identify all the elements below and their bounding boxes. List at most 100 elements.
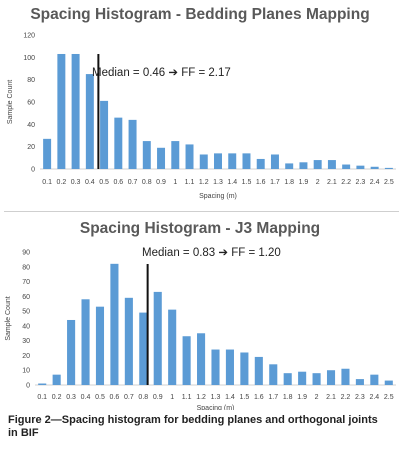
x-tick-label: 2.4 bbox=[370, 179, 380, 186]
x-tick-label: 1.4 bbox=[227, 179, 237, 186]
x-tick-label: 1.5 bbox=[242, 179, 252, 186]
figure-caption: Figure 2—Spacing histogram for bedding p… bbox=[8, 414, 378, 439]
y-tick-label: 90 bbox=[22, 250, 30, 257]
x-tick-label: 2.1 bbox=[326, 394, 336, 401]
bar bbox=[299, 162, 308, 169]
x-tick-label: 1.3 bbox=[211, 394, 221, 401]
x-tick-label: 2.2 bbox=[341, 394, 351, 401]
x-tick-label: 1.7 bbox=[268, 394, 278, 401]
bar bbox=[157, 147, 166, 169]
bar bbox=[81, 299, 90, 385]
x-tick-label: 1.2 bbox=[199, 179, 209, 186]
y-tick-label: 40 bbox=[27, 122, 35, 129]
x-tick-label: 0.2 bbox=[52, 394, 62, 401]
x-tick-label: 0.3 bbox=[71, 179, 81, 186]
y-tick-label: 20 bbox=[22, 353, 30, 360]
y-tick-label: 10 bbox=[22, 368, 30, 375]
y-tick-label: 120 bbox=[23, 33, 35, 40]
x-tick-label: 0.5 bbox=[95, 394, 105, 401]
chart-divider bbox=[4, 211, 399, 212]
bar bbox=[225, 349, 234, 385]
x-tick-label: 2 bbox=[315, 394, 319, 401]
median-annotation: Median = 0.83 ➔ FF = 1.20 bbox=[142, 247, 281, 259]
bar bbox=[110, 263, 119, 385]
y-axis-label: Sample Count bbox=[5, 296, 12, 340]
x-axis-label: Spacing (m) bbox=[197, 405, 235, 410]
chart-title: Spacing Histogram - Bedding Planes Mappi… bbox=[30, 6, 369, 23]
y-tick-label: 20 bbox=[27, 144, 35, 151]
x-tick-label: 2.2 bbox=[341, 179, 351, 186]
y-tick-label: 60 bbox=[27, 100, 35, 107]
bar bbox=[153, 291, 162, 385]
x-tick-label: 1.4 bbox=[225, 394, 235, 401]
bar bbox=[168, 309, 177, 385]
bar bbox=[67, 319, 76, 385]
x-tick-label: 1.2 bbox=[196, 394, 206, 401]
x-tick-label: 1 bbox=[170, 394, 174, 401]
bar bbox=[312, 373, 321, 385]
x-tick-label: 1.1 bbox=[185, 179, 195, 186]
x-tick-label: 0.6 bbox=[110, 394, 120, 401]
bar bbox=[240, 352, 249, 385]
x-tick-label: 2 bbox=[316, 179, 320, 186]
x-tick-label: 1.8 bbox=[283, 394, 293, 401]
x-tick-label: 1.9 bbox=[299, 179, 309, 186]
x-tick-label: 0.4 bbox=[81, 394, 91, 401]
x-tick-label: 1.6 bbox=[254, 394, 264, 401]
y-tick-label: 40 bbox=[22, 323, 30, 330]
y-tick-label: 100 bbox=[23, 55, 35, 62]
bar bbox=[228, 153, 237, 169]
bar bbox=[327, 160, 336, 169]
x-tick-label: 0.6 bbox=[113, 179, 123, 186]
bar bbox=[341, 368, 350, 385]
bar bbox=[142, 141, 151, 169]
x-tick-label: 1.7 bbox=[270, 179, 280, 186]
x-tick-label: 0.9 bbox=[156, 179, 166, 186]
x-tick-label: 2.5 bbox=[384, 179, 394, 186]
bar bbox=[100, 100, 109, 169]
x-tick-label: 0.3 bbox=[66, 394, 76, 401]
bar bbox=[254, 356, 263, 385]
bar bbox=[270, 154, 279, 169]
bar bbox=[370, 166, 379, 169]
x-tick-label: 0.2 bbox=[56, 179, 66, 186]
x-tick-label: 1.3 bbox=[213, 179, 223, 186]
bar bbox=[370, 374, 379, 385]
x-tick-label: 1.1 bbox=[182, 394, 192, 401]
y-tick-label: 0 bbox=[31, 167, 35, 174]
bar bbox=[182, 336, 191, 385]
bar bbox=[128, 119, 137, 169]
chart-bedding-planes: Spacing Histogram - Bedding Planes Mappi… bbox=[7, 6, 396, 200]
bar bbox=[342, 164, 351, 169]
bar bbox=[57, 53, 66, 169]
x-tick-label: 1.8 bbox=[284, 179, 294, 186]
bar bbox=[139, 312, 148, 385]
x-tick-label: 1.6 bbox=[256, 179, 266, 186]
bar bbox=[285, 163, 294, 169]
y-tick-label: 70 bbox=[22, 279, 30, 286]
bar bbox=[52, 374, 61, 385]
bar bbox=[356, 165, 365, 169]
x-tick-label: 0.8 bbox=[138, 394, 148, 401]
y-axis-label: Sample Count bbox=[7, 80, 14, 124]
bar bbox=[242, 153, 251, 169]
x-tick-label: 1.9 bbox=[297, 394, 307, 401]
bar bbox=[256, 158, 265, 169]
y-tick-label: 80 bbox=[22, 264, 30, 271]
bar bbox=[384, 167, 393, 169]
bar bbox=[43, 138, 52, 169]
x-tick-label: 0.1 bbox=[42, 179, 52, 186]
bar bbox=[269, 364, 278, 385]
x-tick-label: 2.3 bbox=[355, 394, 365, 401]
x-tick-label: 0.5 bbox=[99, 179, 109, 186]
x-tick-label: 0.7 bbox=[124, 394, 134, 401]
x-tick-label: 1 bbox=[173, 179, 177, 186]
bar bbox=[384, 380, 393, 385]
bar bbox=[197, 333, 206, 385]
y-tick-label: 30 bbox=[22, 338, 30, 345]
chart-j3: Spacing Histogram - J3 Mapping 0 10 20 30 40 5… bbox=[5, 220, 396, 410]
y-tick-label: 50 bbox=[22, 309, 30, 316]
x-tick-label: 0.4 bbox=[85, 179, 95, 186]
y-tick-label: 60 bbox=[22, 294, 30, 301]
bar bbox=[71, 53, 80, 169]
